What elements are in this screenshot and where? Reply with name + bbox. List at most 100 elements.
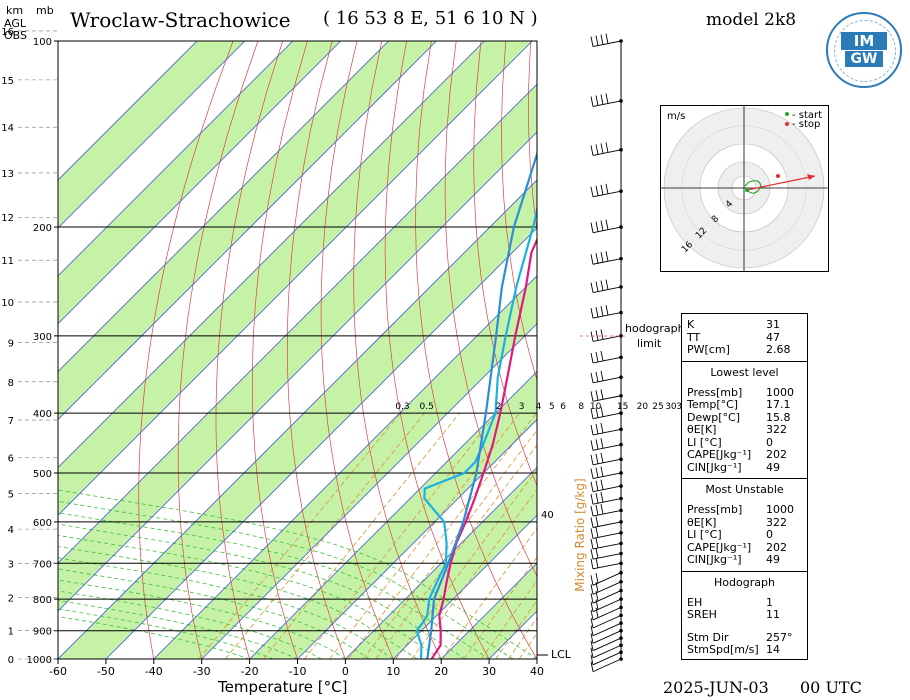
index-value: 0 — [766, 435, 773, 449]
barb-feather — [590, 391, 594, 402]
isotherm — [297, 418, 537, 659]
mixing-ratio-label: 15 — [617, 402, 628, 412]
barb-feather — [595, 607, 599, 618]
profile-line-0 — [430, 237, 537, 659]
mixing-ratio-label: 5 — [549, 402, 555, 412]
barb-feather — [590, 601, 594, 612]
moist-adiabat — [58, 546, 418, 659]
barb-feather — [600, 306, 604, 317]
index-value: 47 — [766, 330, 780, 344]
barb-feather — [605, 279, 609, 290]
index-value: 31 — [766, 318, 780, 331]
barb-shaft — [592, 630, 622, 644]
index-name: θE[K] — [687, 515, 717, 529]
isotherm — [58, 41, 294, 277]
barb-shaft — [592, 149, 622, 156]
barb-feather — [590, 584, 594, 595]
barb-feather — [595, 453, 599, 464]
moist-adiabat — [58, 616, 250, 659]
x-tick-label: -10 — [289, 665, 307, 678]
barb-feather — [595, 407, 599, 418]
barb-feather — [590, 654, 594, 665]
dry-adiabat — [320, 41, 394, 659]
dry-adiabat — [415, 41, 537, 659]
index-name: EH — [687, 595, 703, 609]
barb-feather — [590, 528, 594, 539]
barb-shaft — [592, 100, 622, 107]
index-name: SREH — [687, 608, 717, 621]
barb-feather — [605, 33, 609, 44]
isobars — [58, 41, 537, 659]
barb-shaft — [592, 226, 622, 234]
hodograph-limit-label-2: limit — [637, 337, 662, 350]
barb-feather — [600, 438, 604, 449]
pressure-tick-label: 400 — [33, 409, 52, 420]
moist-adiabat — [58, 489, 537, 659]
mb-label: mb — [36, 4, 54, 17]
barb-feather — [595, 144, 599, 155]
profile-lines — [415, 150, 537, 659]
pressure-tick-label: 200 — [33, 223, 52, 234]
dry-adiabat — [444, 41, 537, 577]
index-value: 322 — [766, 515, 787, 529]
hodo-legend-start: - start — [792, 110, 822, 121]
dry-adiabat — [828, 41, 910, 659]
km-tick-label: 16 — [1, 27, 14, 38]
index-name: Stm Dir — [687, 630, 729, 644]
barb-feather — [590, 408, 594, 419]
km-tick-label: 12 — [1, 213, 14, 224]
barb-feather — [595, 493, 599, 504]
mixing-ratio-label: 8 — [578, 402, 584, 412]
barb-feather — [590, 145, 594, 156]
barb-feather — [590, 331, 594, 342]
x-tick-label: -30 — [193, 665, 211, 678]
isotherm — [58, 41, 485, 468]
barb-feather — [595, 185, 599, 196]
km-tick-label: 11 — [1, 256, 14, 267]
pressure-tick-label: 300 — [33, 332, 52, 343]
hodo-ring-4: 4 — [724, 199, 735, 210]
isotherm — [105, 227, 537, 659]
index-value: 17.1 — [766, 398, 791, 411]
mixing-ratio-label: 4 — [536, 402, 542, 412]
barb-feather — [590, 282, 594, 293]
isotherm — [153, 275, 537, 659]
km-tick-label: 5 — [8, 490, 14, 501]
barb-feather — [605, 251, 609, 262]
index-value: 322 — [766, 423, 787, 436]
barb-feather — [600, 329, 604, 340]
lcl-label: LCL — [551, 648, 571, 661]
barb-feather — [595, 390, 599, 401]
barb-feather — [590, 625, 594, 636]
index-value: 1000 — [766, 503, 794, 516]
profile-line-2 — [426, 150, 537, 659]
barb-feather — [590, 36, 594, 47]
index-name: TT — [687, 330, 701, 344]
barb-feather — [595, 516, 599, 527]
pressure-tick-label: 100 — [33, 37, 52, 48]
index-name: CIN[Jkg⁻¹] — [687, 553, 742, 566]
barb-shaft — [592, 40, 622, 48]
pressure-ticks: 100 200 300 400 500 600 700 800 900 1000 — [27, 37, 58, 666]
km-tick-label: 2 — [8, 593, 14, 604]
isotherm — [201, 323, 537, 659]
index-value: 1000 — [766, 385, 794, 399]
mixing-ratio-line — [480, 579, 537, 659]
barb-shaft — [592, 258, 622, 265]
index-name: K — [687, 318, 695, 331]
x-tick-label: 10 — [386, 665, 400, 678]
isotherms — [58, 41, 537, 659]
mixing-ratio-line — [362, 429, 537, 659]
moist-adiabats — [58, 489, 537, 659]
barb-feather — [590, 440, 594, 451]
barb-shaft — [592, 614, 622, 629]
barb-feather — [595, 504, 599, 516]
pressure-tick-label: 1000 — [27, 655, 52, 666]
barb-shaft — [592, 637, 622, 652]
barb-feather — [600, 479, 604, 490]
storm-motion-arrow — [746, 175, 816, 191]
hodo-legend-stop: - stop — [792, 119, 820, 130]
logo-bottom-text: GW — [845, 51, 883, 67]
